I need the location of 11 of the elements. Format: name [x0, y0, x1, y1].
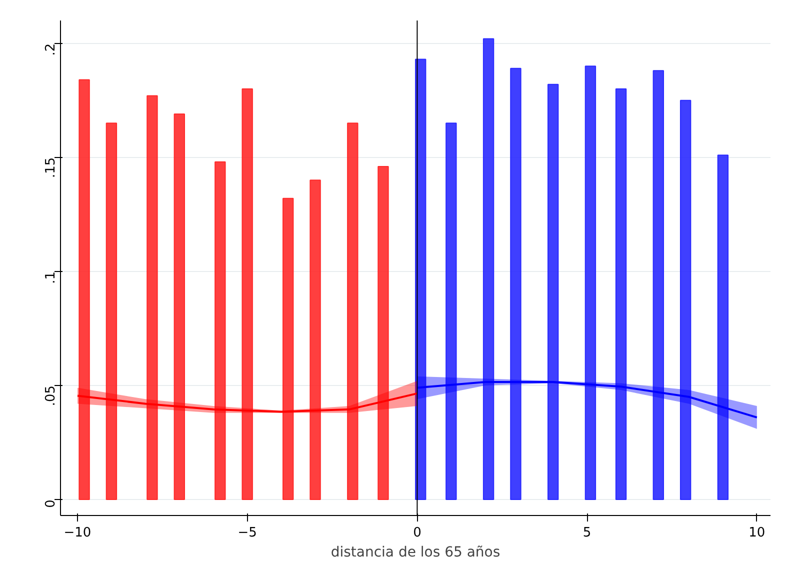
x-tick-label: −10: [64, 526, 92, 540]
x-tick-label: 5: [582, 526, 592, 540]
x-tick-label: −5: [238, 526, 257, 540]
x-axis-title: distancia de los 65 años: [330, 544, 500, 560]
y-tick-label: .15: [44, 157, 58, 178]
x-tick-label: 0: [413, 526, 422, 540]
y-tick-label: .05: [44, 385, 58, 406]
y-tick-label: .1: [44, 271, 58, 284]
y-tick-label: .2: [44, 43, 58, 56]
x-tick-label: 10: [748, 526, 766, 540]
y-tick-label: 0: [44, 500, 58, 508]
